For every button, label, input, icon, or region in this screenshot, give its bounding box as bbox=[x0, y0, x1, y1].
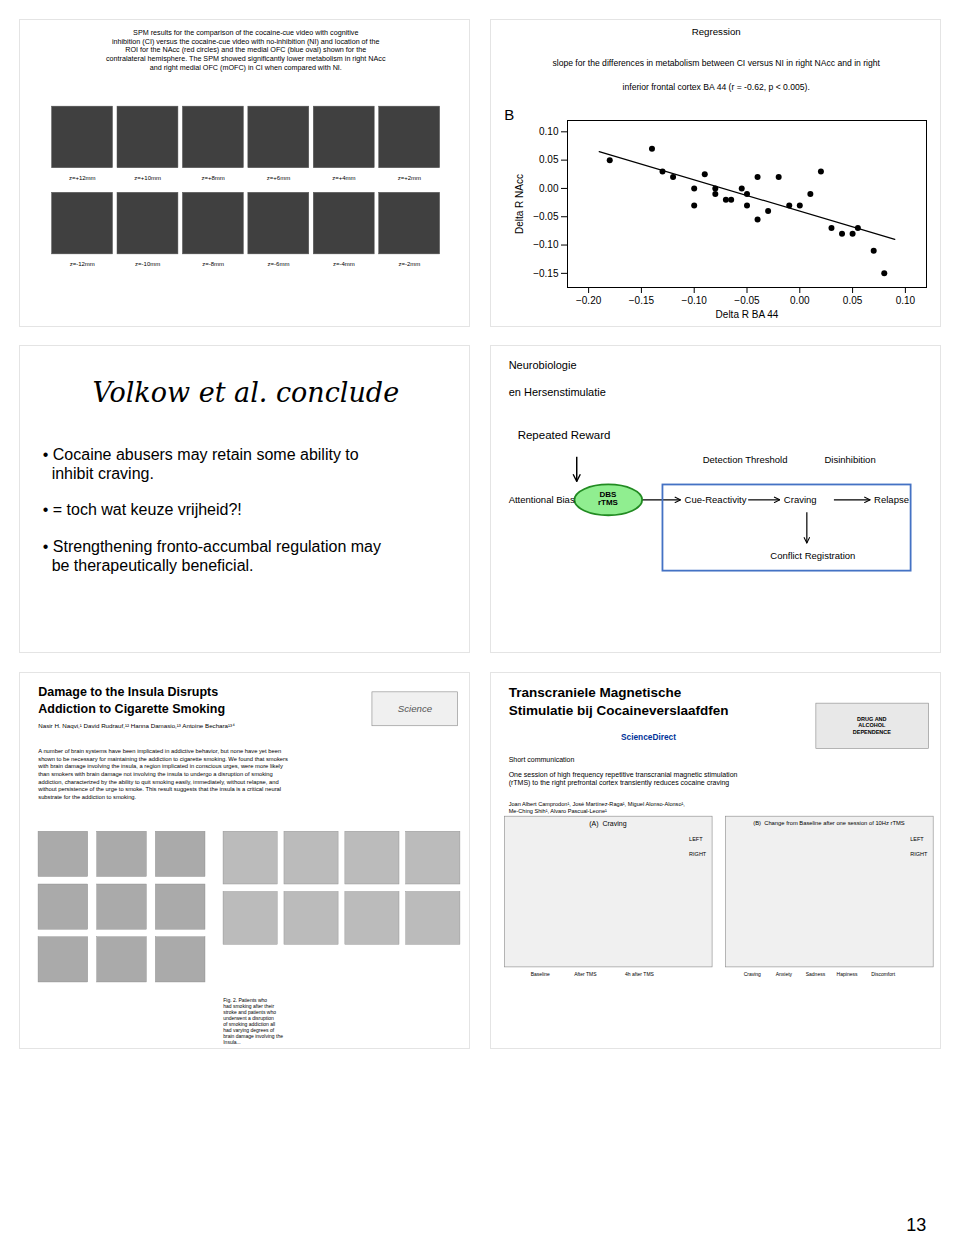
html-text:z=-2mm: z=-2mm bbox=[398, 261, 421, 268]
svg-text:−0.20: −0.20 bbox=[576, 295, 602, 306]
html-text:RIGHT: RIGHT bbox=[689, 850, 707, 857]
html-text:en Hersenstimulatie: en Hersenstimulatie bbox=[508, 386, 606, 399]
html-text:Attentional Bias: Attentional Bias bbox=[508, 494, 575, 506]
html-text:Cue-Reactivity: Cue-Reactivity bbox=[684, 494, 747, 506]
html-text:z=+4mm: z=+4mm bbox=[332, 175, 356, 182]
html-text:Hapiness: Hapiness bbox=[836, 970, 858, 977]
html-text:• = toch wat keuze vrijheid?!: • = toch wat keuze vrijheid?! bbox=[42, 501, 242, 519]
html-text:B: B bbox=[504, 106, 515, 123]
html-text:z=+2mm: z=+2mm bbox=[397, 175, 421, 182]
html-text:z=-8mm: z=-8mm bbox=[202, 261, 224, 268]
svg-text:0.10: 0.10 bbox=[539, 126, 559, 137]
html-text:z=+12mm: z=+12mm bbox=[68, 175, 96, 182]
svg-text:0.05: 0.05 bbox=[539, 154, 559, 165]
html-text:Damage to the Insula Disrupts: Damage to the Insula Disrupts Addiction … bbox=[38, 685, 225, 716]
html-text:Joan Albert Camprodon¹, José M: Joan Albert Camprodon¹, José Martínez-Ra… bbox=[508, 801, 685, 814]
html-text:(A) Craving: (A) Craving bbox=[589, 820, 627, 827]
html-text:Volkow et al. conclude: Volkow et al. conclude bbox=[92, 377, 400, 409]
html-text:Craving: Craving bbox=[783, 494, 817, 506]
html-text:Repeated Reward: Repeated Reward bbox=[517, 429, 611, 442]
html-text:z=-6mm: z=-6mm bbox=[267, 261, 290, 268]
html-text:DRUG AND ALCOHOL DEPENDENCE: DRUG AND ALCOHOL DEPENDENCE bbox=[852, 715, 891, 736]
svg-text:−0.05: −0.05 bbox=[734, 295, 760, 306]
html-text:Disinhibition: Disinhibition bbox=[824, 454, 876, 466]
html-text:13: 13 bbox=[906, 1215, 927, 1236]
html-text:(B) Change from Baseline after: (B) Change from Baseline after one sessi… bbox=[753, 820, 905, 826]
svg-text:Delta R NAcc: Delta R NAcc bbox=[513, 174, 524, 234]
html-text:Regression: Regression bbox=[691, 26, 741, 37]
svg-text:−0.10: −0.10 bbox=[533, 239, 559, 250]
svg-text:−0.05: −0.05 bbox=[533, 211, 559, 222]
svg-text:−0.15: −0.15 bbox=[628, 295, 654, 306]
html-text:Short communication: Short communication bbox=[508, 755, 575, 763]
html-text:z=+6mm: z=+6mm bbox=[266, 175, 291, 182]
html-text:Craving: Craving bbox=[743, 970, 761, 977]
html-text:LEFT: LEFT bbox=[910, 835, 924, 842]
svg-text:0.05: 0.05 bbox=[842, 295, 862, 306]
html-text:RIGHT: RIGHT bbox=[910, 850, 928, 857]
html-text:Baseline: Baseline bbox=[530, 970, 550, 977]
html-text:Detection Threshold: Detection Threshold bbox=[702, 454, 788, 466]
html-text:z=+8mm: z=+8mm bbox=[201, 175, 225, 182]
html-text:DBS rTMS: DBS rTMS bbox=[597, 489, 618, 507]
html-text:z=-10mm: z=-10mm bbox=[135, 261, 161, 268]
html-text:SPM results for the comparison: SPM results for the comparison of the co… bbox=[106, 28, 386, 72]
html-text:z=+10mm: z=+10mm bbox=[134, 175, 161, 182]
html-text:Science: Science bbox=[397, 703, 433, 714]
html-text:Relapse: Relapse bbox=[874, 494, 909, 506]
html-text:Neurobiologie: Neurobiologie bbox=[508, 358, 577, 371]
html-text:4h after TMS: 4h after TMS bbox=[625, 970, 654, 977]
html-text:• Cocaine abusers may retain s: • Cocaine abusers may retain some abilit… bbox=[42, 445, 359, 482]
html-text:Conflict Registration: Conflict Registration bbox=[770, 549, 856, 561]
html-text:One session of high frequency: One session of high frequency repetitive… bbox=[508, 771, 738, 787]
svg-text:−0.15: −0.15 bbox=[533, 268, 559, 279]
svg-text:0.10: 0.10 bbox=[895, 295, 915, 306]
html-text:After TMS: After TMS bbox=[574, 970, 597, 977]
html-text:Fig. 2. Patients who had smoki: Fig. 2. Patients who had smoking after t… bbox=[223, 997, 283, 1046]
html-text:LEFT: LEFT bbox=[689, 835, 703, 842]
svg-text:0.00: 0.00 bbox=[539, 183, 559, 194]
html-text:z=-4mm: z=-4mm bbox=[333, 261, 355, 268]
html-text:Sadness: Sadness bbox=[805, 970, 826, 977]
svg-text:Delta R BA 44: Delta R BA 44 bbox=[715, 308, 778, 319]
svg-text:0.00: 0.00 bbox=[790, 295, 810, 306]
html-text:slope for the differences in m: slope for the differences in metabolism … bbox=[552, 57, 880, 93]
html-text:• Strengthening fronto-accumba: • Strengthening fronto-accumbal regulati… bbox=[42, 538, 381, 575]
html-text:A number of brain systems have: A number of brain systems have been impl… bbox=[38, 748, 288, 800]
svg-text:−0.10: −0.10 bbox=[681, 295, 707, 306]
html-text:Transcraniele Magnetische Stim: Transcraniele Magnetische Stimulatie bij… bbox=[508, 685, 729, 718]
html-text:Anxiety: Anxiety bbox=[775, 970, 793, 977]
html-text:ScienceDirect: ScienceDirect bbox=[621, 732, 676, 743]
html-text:z=-12mm: z=-12mm bbox=[69, 261, 95, 268]
html-text:Discomfort: Discomfort bbox=[871, 970, 896, 977]
html-text:Nasir H. Naqvi,¹ David Rudrauf: Nasir H. Naqvi,¹ David Rudrauf,¹² Hanna … bbox=[38, 722, 235, 729]
